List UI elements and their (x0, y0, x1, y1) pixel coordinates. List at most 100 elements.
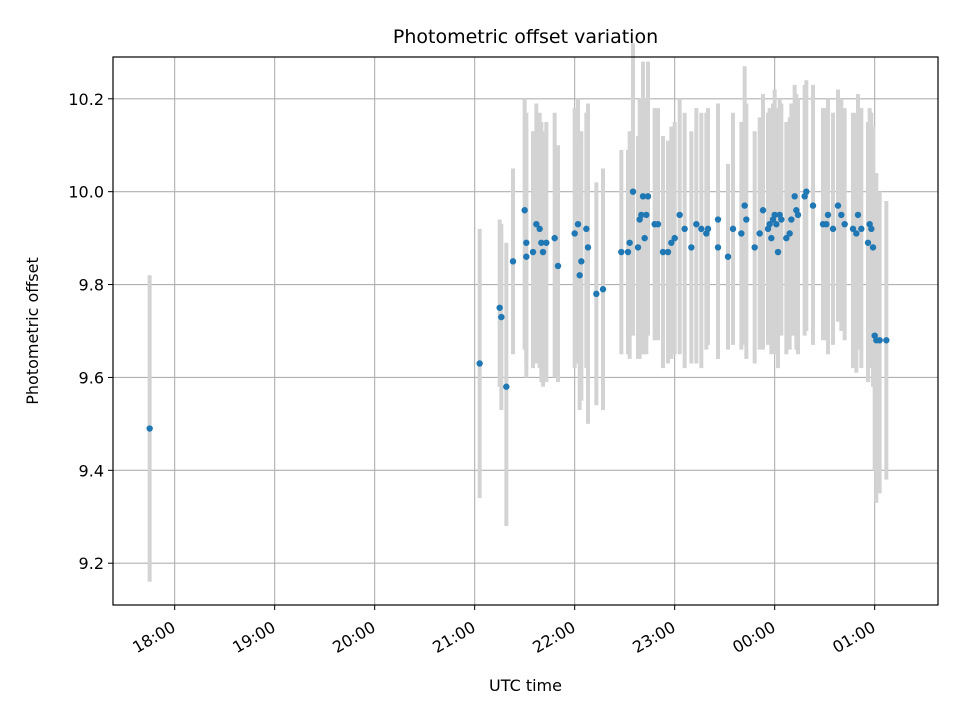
data-point (824, 211, 832, 219)
data-point (576, 272, 583, 279)
data-point (543, 239, 550, 246)
data-point (554, 262, 562, 270)
data-point (644, 193, 652, 200)
data-point (841, 220, 848, 228)
y-tick-label: 10.0 (68, 183, 104, 202)
data-point (724, 253, 732, 260)
data-point (523, 253, 530, 260)
data-point (791, 193, 798, 200)
data-point (783, 234, 790, 242)
data-point (823, 220, 830, 228)
data-point (539, 248, 547, 256)
data-point (521, 207, 528, 214)
y-tick-label: 9.2 (79, 554, 104, 573)
data-point (729, 225, 737, 233)
data-point (624, 248, 632, 256)
data-point (643, 211, 650, 219)
data-point (503, 383, 510, 390)
data-point (714, 216, 722, 223)
data-point (883, 337, 890, 344)
x-tick-label: 20:00 (329, 617, 378, 657)
data-point (583, 225, 590, 233)
data-point (529, 248, 537, 256)
data-point (853, 230, 860, 237)
data-point (858, 225, 865, 233)
data-point (869, 244, 877, 251)
data-point (146, 425, 153, 432)
data-point (509, 258, 517, 265)
data-point (738, 230, 745, 237)
y-tick-label: 9.6 (79, 368, 104, 387)
data-point (714, 244, 722, 251)
x-tick-label: 00:00 (729, 617, 778, 657)
data-point (788, 216, 795, 223)
data-point (599, 286, 607, 293)
data-point (626, 239, 633, 246)
x-tick-label: 01:00 (829, 617, 878, 657)
data-point (876, 337, 883, 344)
y-axis-label: Photometric offset (23, 257, 42, 405)
data-point (698, 225, 705, 233)
data-point (523, 239, 530, 246)
data-point (533, 220, 540, 228)
data-point (766, 220, 773, 228)
data-point (774, 248, 782, 256)
data-point (829, 225, 837, 233)
data-point (771, 211, 778, 219)
data-point (536, 225, 543, 233)
data-point (854, 211, 862, 219)
x-tick-label: 22:00 (529, 617, 578, 657)
y-tick-label: 9.4 (79, 461, 104, 480)
data-point (676, 211, 683, 219)
data-point (641, 234, 648, 242)
data-point (868, 225, 875, 233)
data-point (638, 211, 645, 219)
x-axis-label: UTC time (489, 676, 562, 695)
data-point (834, 202, 842, 209)
data-point (803, 188, 810, 195)
data-point (704, 225, 712, 233)
data-point (496, 304, 503, 311)
data-point (741, 202, 748, 209)
data-point (809, 202, 817, 209)
data-point (681, 225, 688, 233)
data-point (743, 216, 750, 223)
data-point (498, 313, 505, 321)
data-point (778, 216, 785, 223)
data-point (654, 220, 662, 228)
data-point (773, 220, 780, 228)
x-tick-label: 23:00 (629, 617, 678, 657)
data-point (756, 230, 763, 237)
data-point (751, 244, 758, 251)
data-point (476, 360, 483, 367)
data-point (664, 248, 672, 256)
data-point (634, 244, 642, 251)
data-point (688, 244, 695, 251)
data-point (574, 220, 582, 228)
data-point (578, 258, 585, 265)
data-point (571, 230, 578, 237)
y-tick-label: 10.2 (68, 90, 104, 109)
data-point (639, 193, 647, 200)
data-point (794, 211, 802, 219)
tick-layer: 18:00 19:00 20:00 21:00 22:00 23:00 00:00 01:00… (68, 90, 878, 657)
data-point (671, 234, 678, 242)
data-point (668, 239, 675, 246)
data-point (538, 239, 545, 246)
data-point (659, 248, 667, 256)
x-tick-label: 21:00 (429, 617, 478, 657)
data-point (629, 188, 637, 195)
data-point (838, 211, 845, 219)
data-point (759, 207, 767, 214)
x-tick-label: 18:00 (129, 617, 178, 657)
data-point (551, 234, 558, 242)
plot-frame (112, 56, 939, 606)
chart-title: Photometric offset variation (393, 26, 658, 48)
data-point (786, 230, 793, 237)
data-point (593, 290, 600, 298)
data-point (693, 220, 700, 228)
data-point (768, 234, 775, 242)
point-layer (146, 188, 890, 432)
